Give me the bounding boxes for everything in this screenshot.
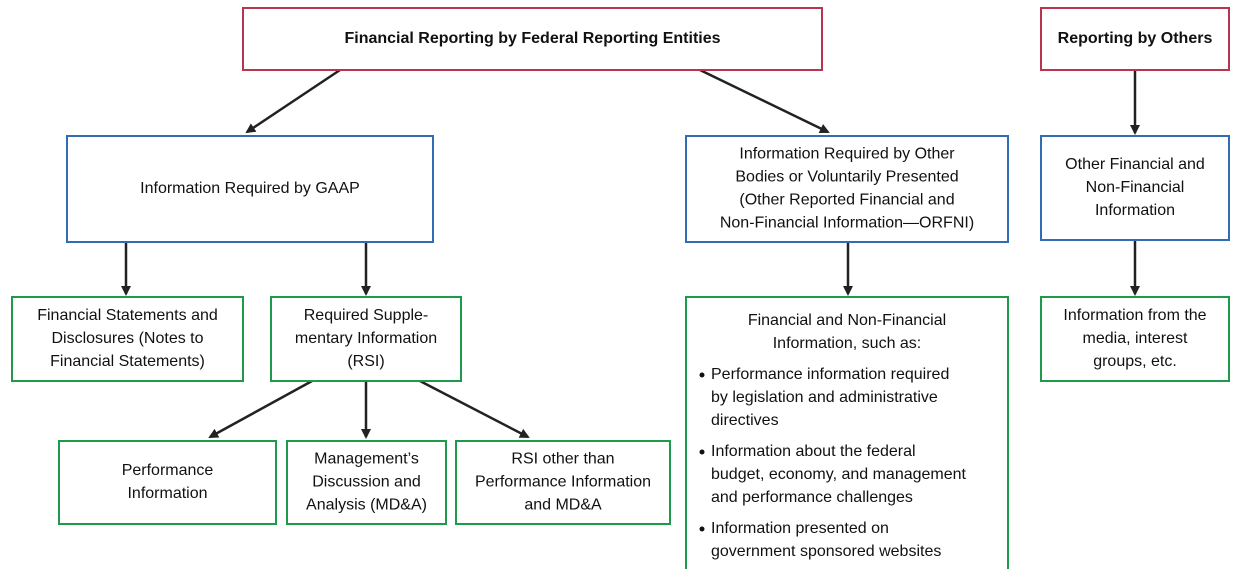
node-text: Reporting by Others — [1058, 30, 1213, 47]
bullet-text: budget, economy, and management — [711, 466, 967, 483]
bullet — [699, 526, 705, 532]
node-text: Information, such as: — [773, 335, 922, 352]
node-box — [685, 296, 1009, 569]
node-text: (Other Reported Financial and — [739, 192, 954, 209]
bullet-text: government sponsored websites — [711, 543, 941, 560]
bullet-text: directives — [711, 412, 779, 429]
node-box — [1040, 296, 1230, 382]
bullet-text: Information about the federal — [711, 443, 916, 460]
node-text: Financial Statements and — [37, 307, 218, 324]
node-text: (RSI) — [347, 353, 384, 370]
node-box — [66, 135, 434, 243]
arrow — [208, 379, 313, 439]
node-text: Discussion and — [312, 474, 421, 491]
arrow — [245, 68, 341, 134]
arrows — [121, 68, 1140, 439]
node-text: Disclosures (Notes to — [51, 330, 203, 347]
node-box — [11, 296, 244, 382]
bullet-text: and performance challenges — [711, 489, 913, 506]
node-text: groups, etc. — [1093, 353, 1177, 370]
node-text: RSI other than — [511, 451, 614, 468]
node-box — [455, 440, 671, 525]
node-text: Analysis (MD&A) — [306, 497, 427, 514]
node-box — [685, 135, 1009, 243]
bullet-text: by legislation and administrative — [711, 389, 938, 406]
node-text: Bodies or Voluntarily Presented — [735, 169, 958, 186]
node-text: Performance — [122, 462, 214, 479]
arrow — [699, 68, 830, 134]
node-box — [1040, 135, 1230, 241]
node-box — [270, 296, 462, 382]
node-box — [58, 440, 277, 525]
bullet-text: Performance information required — [711, 366, 949, 383]
node-text: Information — [127, 485, 207, 502]
node-text: Other Financial and — [1065, 156, 1205, 173]
node-text: Financial Statements) — [50, 353, 205, 370]
node-box — [1040, 7, 1230, 71]
node-text: Financial Reporting by Federal Reporting… — [344, 30, 720, 47]
node-text: Non-Financial — [1086, 179, 1185, 196]
node-text: Required Supple- — [304, 307, 429, 324]
node-text: Financial and Non-Financial — [748, 312, 946, 329]
node-text: and MD&A — [524, 497, 602, 514]
bullet — [699, 372, 705, 378]
node-text: Information Required by GAAP — [140, 180, 360, 197]
node-text: Management’s — [314, 451, 419, 468]
bullet — [699, 449, 705, 455]
node-text: Non-Financial Information—ORFNI) — [720, 215, 974, 232]
node-box — [286, 440, 447, 525]
node-text: media, interest — [1083, 330, 1188, 347]
node-text: Information — [1095, 202, 1175, 219]
node-box — [242, 7, 823, 71]
node-text: Information Required by Other — [739, 146, 955, 163]
node-text: Information from the — [1063, 307, 1206, 324]
node-text: mentary Information — [295, 330, 437, 347]
arrow — [419, 379, 530, 439]
node-text: Performance Information — [475, 474, 651, 491]
bullet-text: Information presented on — [711, 520, 889, 537]
